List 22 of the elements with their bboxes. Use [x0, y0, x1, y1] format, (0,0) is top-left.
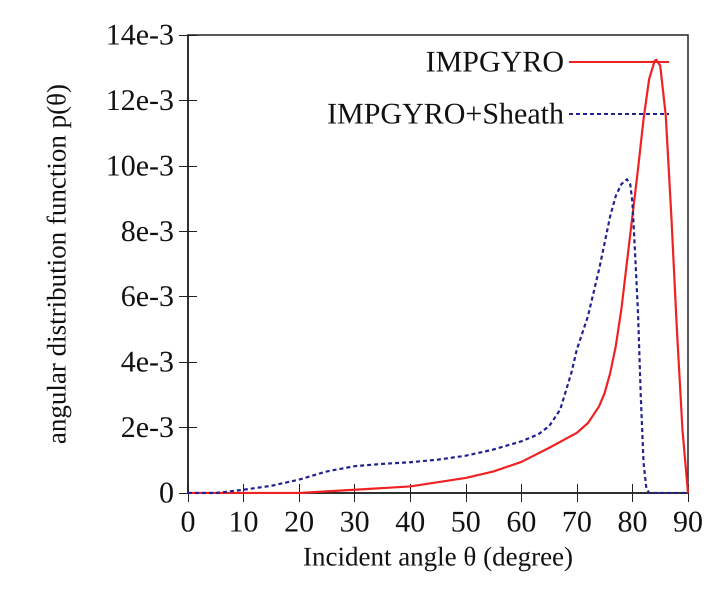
x-tick-label: 10 [228, 506, 259, 538]
x-tick-label: 20 [284, 506, 314, 538]
y-tick-label: 8e-3 [120, 214, 174, 248]
y-tick-label: 6e-3 [120, 280, 174, 314]
x-tick-label: 30 [340, 506, 370, 538]
x-tick-label: 60 [506, 506, 536, 538]
legend-label: IMPGYRO [426, 46, 564, 78]
y-tick-label: 2e-3 [120, 411, 174, 444]
y-axis-title: angular distribution function p(θ) [42, 84, 72, 444]
legend-label: IMPGYRO+Sheath [327, 98, 564, 130]
y-tick-label: 12e-3 [106, 84, 174, 117]
y-tick-label: 10e-3 [106, 149, 174, 182]
x-tick-label: 80 [617, 506, 648, 538]
x-tick-label: 70 [562, 506, 592, 538]
y-tick-label: 4e-3 [120, 346, 174, 379]
y-tick-label: 0 [159, 476, 174, 510]
x-tick-label: 0 [180, 506, 196, 538]
x-tick-label: 40 [395, 506, 426, 538]
x-axis-title: Incident angle θ (degree) [302, 542, 574, 572]
x-tick-label: 90 [673, 506, 703, 538]
y-tick-label: 14e-3 [106, 18, 174, 52]
x-tick-label: 50 [450, 506, 481, 538]
